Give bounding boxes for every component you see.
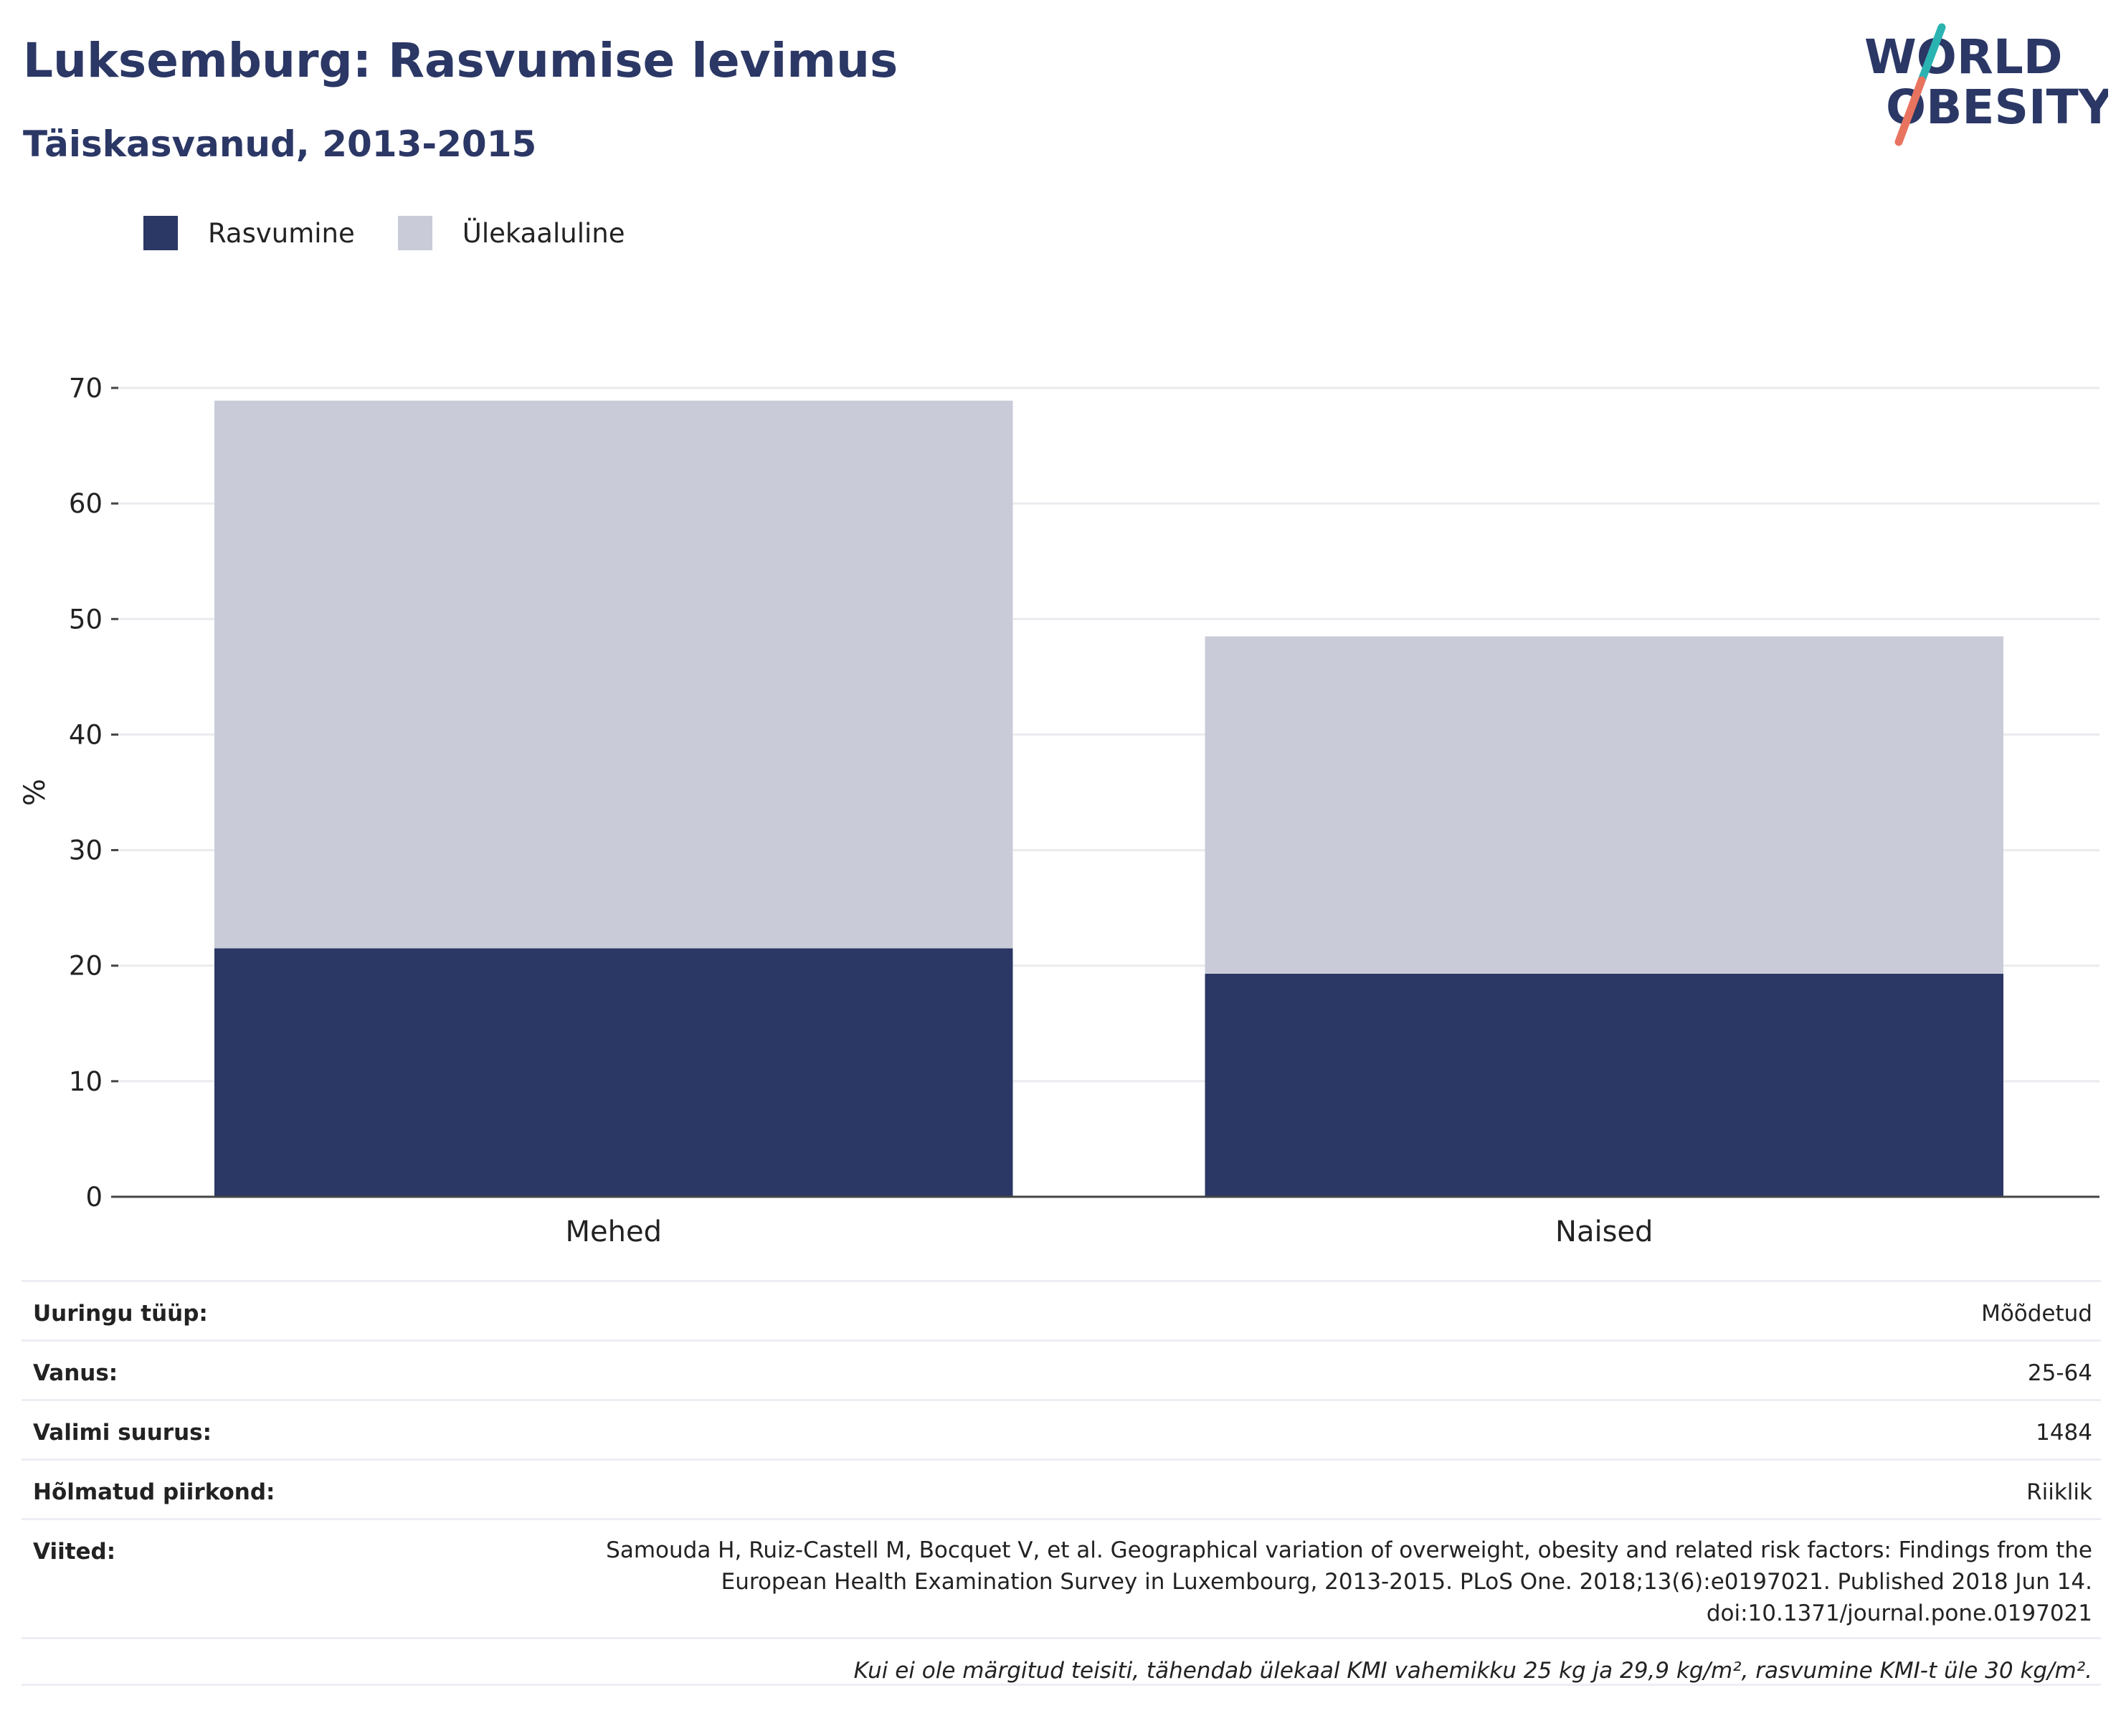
info-row-age: Vanus: 25-64: [22, 1339, 2101, 1399]
bar-rasvumine-naised: [1205, 973, 2003, 1197]
info-key: Valimi suurus:: [33, 1420, 212, 1446]
info-row-sample-size: Valimi suurus: 1484: [22, 1399, 2101, 1458]
info-key: Vanus:: [33, 1360, 118, 1386]
logo-line2: OBESITY: [1886, 80, 2108, 135]
x-tick-label: Naised: [1555, 1215, 1653, 1248]
y-tick-label: 70: [69, 373, 103, 404]
bar-rasvumine-mehed: [214, 948, 1013, 1197]
bar--lekaaluline-mehed: [214, 400, 1013, 949]
logo-slash-bottom: [1894, 76, 1926, 146]
bar--lekaaluline-naised: [1205, 636, 2003, 974]
y-tick-label: 10: [69, 1066, 103, 1097]
info-value: 1484: [2036, 1420, 2092, 1446]
y-axis-label: %: [19, 779, 52, 806]
y-tick-label: 50: [69, 604, 103, 635]
info-value: 25-64: [2027, 1360, 2092, 1386]
legend-item-ulekaaluline[interactable]: Ülekaaluline: [397, 216, 625, 250]
legend-label-ulekaaluline: Ülekaaluline: [462, 217, 625, 249]
y-tick-label: 60: [69, 488, 103, 519]
info-row-coverage: Hõlmatud piirkond: Riiklik: [22, 1458, 2101, 1518]
info-value: Mõõdetud: [1981, 1301, 2092, 1327]
survey-info-table: Uuringu tüüp: Mõõdetud Vanus: 25-64 Vali…: [22, 1280, 2101, 1686]
legend-label-rasvumine: Rasvumine: [208, 217, 355, 249]
info-key: Viited:: [33, 1539, 116, 1565]
x-tick-label: Mehed: [566, 1215, 662, 1248]
info-row-survey-type: Uuringu tüüp: Mõõdetud: [22, 1280, 2101, 1339]
legend-swatch-ulekaaluline: [397, 216, 432, 250]
footnote: Kui ei ole märgitud teisiti, tähendab ül…: [853, 1658, 2092, 1684]
stacked-bar-chart: 0 10 20 30 40 50 60 70% Mehed Naised: [19, 373, 2099, 1248]
y-tick-label: 30: [69, 835, 103, 866]
chart-legend: Rasvumine Ülekaaluline: [143, 212, 668, 255]
info-row-references: Viited: Samouda H, Ruiz-Castell M, Bocqu…: [22, 1518, 2101, 1637]
page-subtitle: Täiskasvanud, 2013-2015: [23, 123, 537, 165]
world-obesity-logo: WORLD OBESITY: [1864, 23, 2108, 146]
legend-item-rasvumine[interactable]: Rasvumine: [143, 216, 355, 250]
info-key: Uuringu tüüp:: [33, 1301, 208, 1327]
logo-line1: WORLD: [1864, 29, 2063, 85]
info-row-note: Kui ei ole märgitud teisiti, tähendab ül…: [22, 1637, 2101, 1686]
page-title: Luksemburg: Rasvumise levimus: [23, 33, 898, 88]
info-value: Riiklik: [2026, 1479, 2092, 1505]
y-tick-label: 40: [69, 719, 103, 750]
legend-swatch-rasvumine: [143, 216, 178, 250]
y-tick-label: 0: [85, 1182, 103, 1213]
y-tick-label: 20: [69, 951, 103, 982]
references-text: Samouda H, Ruiz-Castell M, Bocquet V, et…: [606, 1537, 2092, 1626]
info-key: Hõlmatud piirkond:: [33, 1479, 275, 1505]
logo-slash-top: [1917, 23, 1946, 85]
